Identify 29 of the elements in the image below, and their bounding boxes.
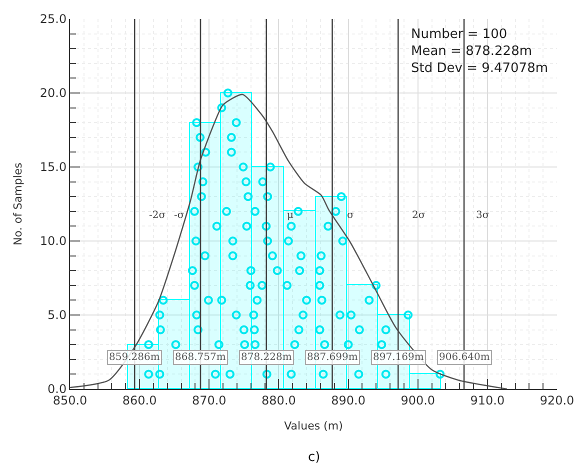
y-tick-label: 20.0: [40, 86, 67, 100]
x-axis-title: Values (m): [284, 420, 343, 433]
x-tick-label: 890.0: [331, 393, 366, 408]
annotation: Number = 100 Mean = 878.228m Std Dev = 9.47078m: [411, 27, 548, 76]
annotation: 2σ: [412, 210, 426, 221]
x-tick-label: 910.0: [470, 393, 505, 408]
annotation: -2σ: [149, 210, 166, 221]
line-series: [70, 94, 508, 389]
annotation: 3σ: [476, 210, 490, 221]
annotation: σ: [347, 210, 354, 221]
y-tick-label: 10.0: [40, 234, 67, 248]
y-tick-label: 25.0: [40, 12, 67, 26]
x-tick-label: 900.0: [400, 393, 436, 408]
y-tick-label: 15.0: [40, 160, 67, 174]
y-tick-label: 5.0: [48, 308, 67, 322]
x-tick-label: 880.0: [262, 393, 296, 408]
x-tick-label: 870.0: [192, 393, 226, 408]
ref-line-label: 887.699m: [307, 352, 358, 363]
x-tick-label: 860.0: [122, 393, 157, 408]
y-axis-title: No. of Samples: [12, 162, 25, 246]
annotation: μ: [287, 210, 294, 221]
x-tick-label: 920.0: [540, 393, 574, 408]
ref-line-label: 897.169m: [373, 352, 424, 363]
text: c): [308, 450, 320, 465]
ref-line-label: 868.757m: [175, 352, 226, 363]
annotation: -σ: [174, 210, 184, 221]
ref-line-label: 906.640m: [439, 352, 490, 363]
ref-line-label: 878.228m: [241, 352, 292, 363]
ref-line-label: 859.286m: [109, 352, 160, 363]
